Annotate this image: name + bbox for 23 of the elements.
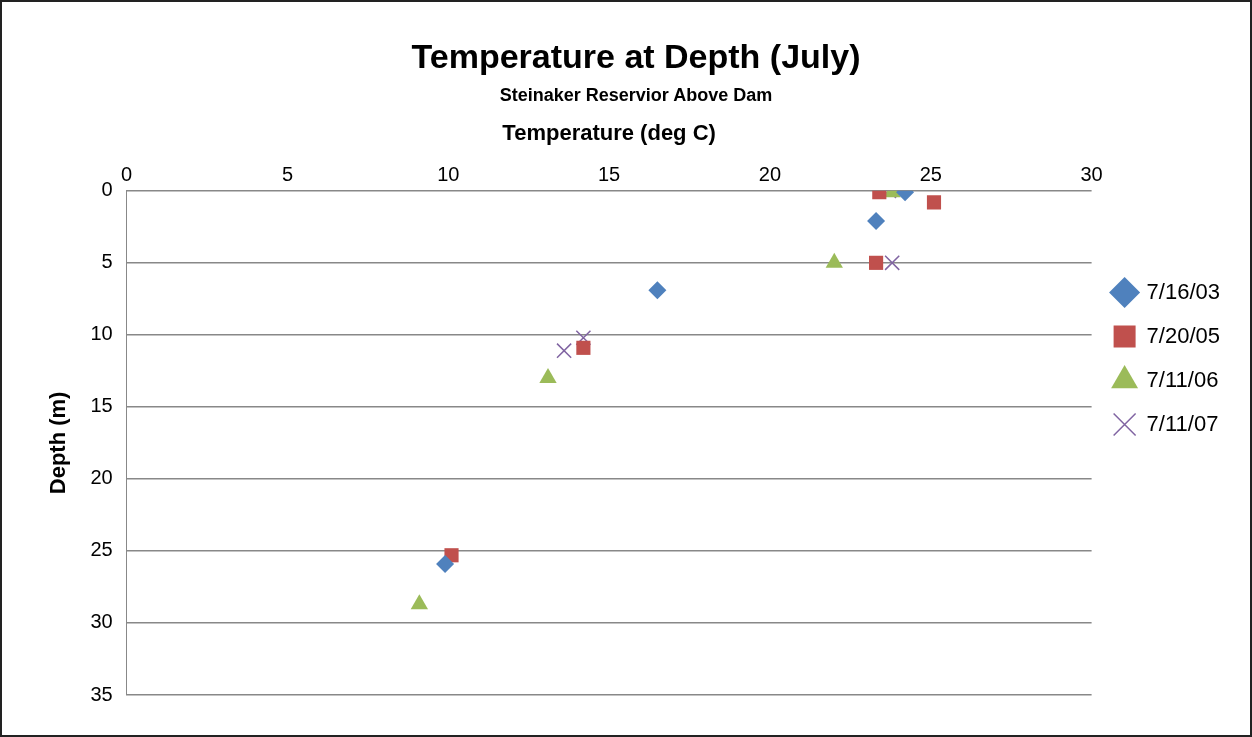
y-tick-label: 5 (101, 250, 113, 273)
x-tick-label: 20 (758, 163, 782, 186)
chart-subtitle: Steinaker Reservior Above Dam (499, 84, 773, 105)
y-tick-label: 25 (90, 538, 113, 561)
legend-label: 7/16/03 (1146, 278, 1220, 304)
x-tick-label: 15 (598, 163, 621, 186)
y-tick-label: 20 (90, 466, 113, 489)
y-axis-title: Depth (m) (45, 391, 71, 495)
x-tick-label: 0 (121, 163, 133, 186)
chart-title: Temperature at Depth (July) (411, 36, 861, 75)
legend-label: 7/20/05 (1146, 322, 1220, 348)
y-tick-label: 35 (90, 682, 113, 705)
legend-label: 7/11/06 (1146, 366, 1219, 392)
y-tick-label: 30 (90, 610, 113, 633)
y-tick-label: 0 (101, 178, 113, 201)
x-tick-label: 30 (1080, 163, 1103, 186)
x-axis-title: Temperature (deg C) (502, 119, 716, 145)
x-tick-label: 25 (919, 163, 942, 186)
legend-label: 7/11/07 (1146, 410, 1219, 436)
y-tick-label: 15 (90, 394, 113, 417)
x-tick-label: 10 (437, 163, 460, 186)
x-tick-label: 5 (281, 163, 294, 186)
y-tick-label: 10 (90, 322, 113, 345)
